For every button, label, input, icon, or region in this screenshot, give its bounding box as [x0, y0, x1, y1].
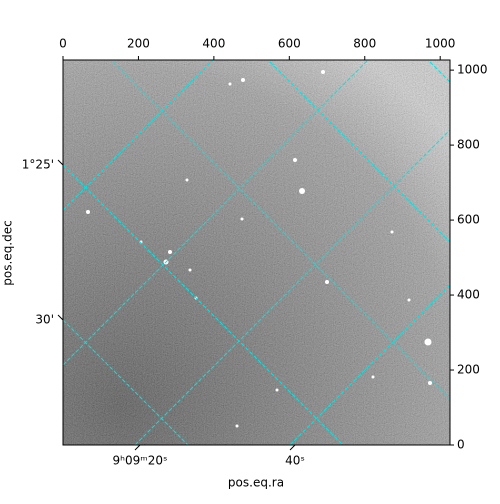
frame: [62, 59, 451, 446]
wcs-ticks: [57, 159, 296, 451]
y-tick-label: 600: [457, 213, 480, 227]
ra-tick-label: 40ˢ: [285, 454, 305, 468]
y-axis-label: pos.eq.dec: [1, 220, 15, 285]
x-tick-label: 400: [202, 37, 225, 51]
y-tick-label: 1000: [457, 63, 488, 77]
x-tick-label: 0: [59, 37, 67, 51]
y-tick-label: 0: [457, 438, 465, 452]
dec-tick-label: 30': [35, 313, 54, 327]
y-tick-label: 800: [457, 138, 480, 152]
dec-tick-label: 1°25': [22, 158, 54, 172]
y-tick-label: 400: [457, 288, 480, 302]
ra-tick-label: 9ʰ09ᵐ20ˢ: [113, 454, 168, 468]
x-tick-label: 800: [353, 37, 376, 51]
y-tick-label: 200: [457, 363, 480, 377]
stars: [86, 70, 432, 428]
x-axis-label: pos.eq.ra: [228, 476, 284, 490]
x-tick-label: 600: [278, 37, 301, 51]
sky-image: [63, 60, 450, 445]
x-tick-label: 1000: [425, 37, 456, 51]
coordinate-grid: [63, 60, 450, 445]
x-tick-label: 200: [127, 37, 150, 51]
